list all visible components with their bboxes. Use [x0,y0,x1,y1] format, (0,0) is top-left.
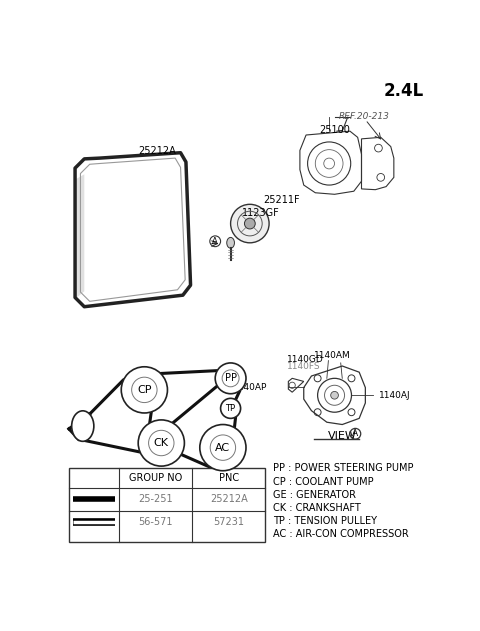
Text: 25212A: 25212A [210,494,248,504]
Text: 2.4L: 2.4L [384,82,424,100]
Text: REF.20-213: REF.20-213 [338,112,389,121]
Bar [69,468,265,541]
Text: 56-571: 56-571 [138,517,173,528]
Text: 57231: 57231 [213,517,244,528]
Circle shape [230,204,269,243]
Text: GROUP NO: GROUP NO [129,473,182,483]
Text: 1140AP: 1140AP [233,383,267,392]
Text: 1140AJ: 1140AJ [379,391,411,400]
Text: 25211F: 25211F [264,196,300,206]
Text: 25-251: 25-251 [138,494,173,504]
Text: A: A [352,429,359,439]
Circle shape [331,391,338,399]
Text: 25212A: 25212A [138,146,176,156]
Text: 1140FS: 1140FS [287,362,321,371]
Text: CK : CRANKSHAFT: CK : CRANKSHAFT [273,503,360,513]
Text: 1140GD: 1140GD [287,355,324,363]
Text: AC: AC [216,442,230,452]
PathPatch shape [75,174,84,299]
Circle shape [200,425,246,471]
Text: 1140AM: 1140AM [314,351,350,360]
Text: TP: TP [226,404,236,413]
Text: VIEW: VIEW [328,431,357,441]
Circle shape [138,420,184,466]
Text: 25100: 25100 [319,124,350,134]
Text: CK: CK [154,438,169,448]
Ellipse shape [227,237,234,248]
Circle shape [221,398,240,418]
Ellipse shape [72,411,94,441]
Circle shape [215,363,246,394]
Text: GE : GENERATOR: GE : GENERATOR [273,490,356,500]
Text: PP : POWER STEERING PUMP: PP : POWER STEERING PUMP [273,463,413,473]
Text: CP: CP [137,385,152,395]
Text: CP : COOLANT PUMP: CP : COOLANT PUMP [273,476,373,487]
Text: PP: PP [225,374,237,383]
Text: 1123GF: 1123GF [242,208,280,218]
Text: A: A [212,237,218,245]
Circle shape [244,218,255,229]
Text: TP : TENSION PULLEY: TP : TENSION PULLEY [273,516,377,526]
Text: AC : AIR-CON COMPRESSOR: AC : AIR-CON COMPRESSOR [273,529,408,539]
Text: GE: GE [76,422,89,430]
Text: PNC: PNC [218,473,239,483]
Circle shape [121,367,168,413]
